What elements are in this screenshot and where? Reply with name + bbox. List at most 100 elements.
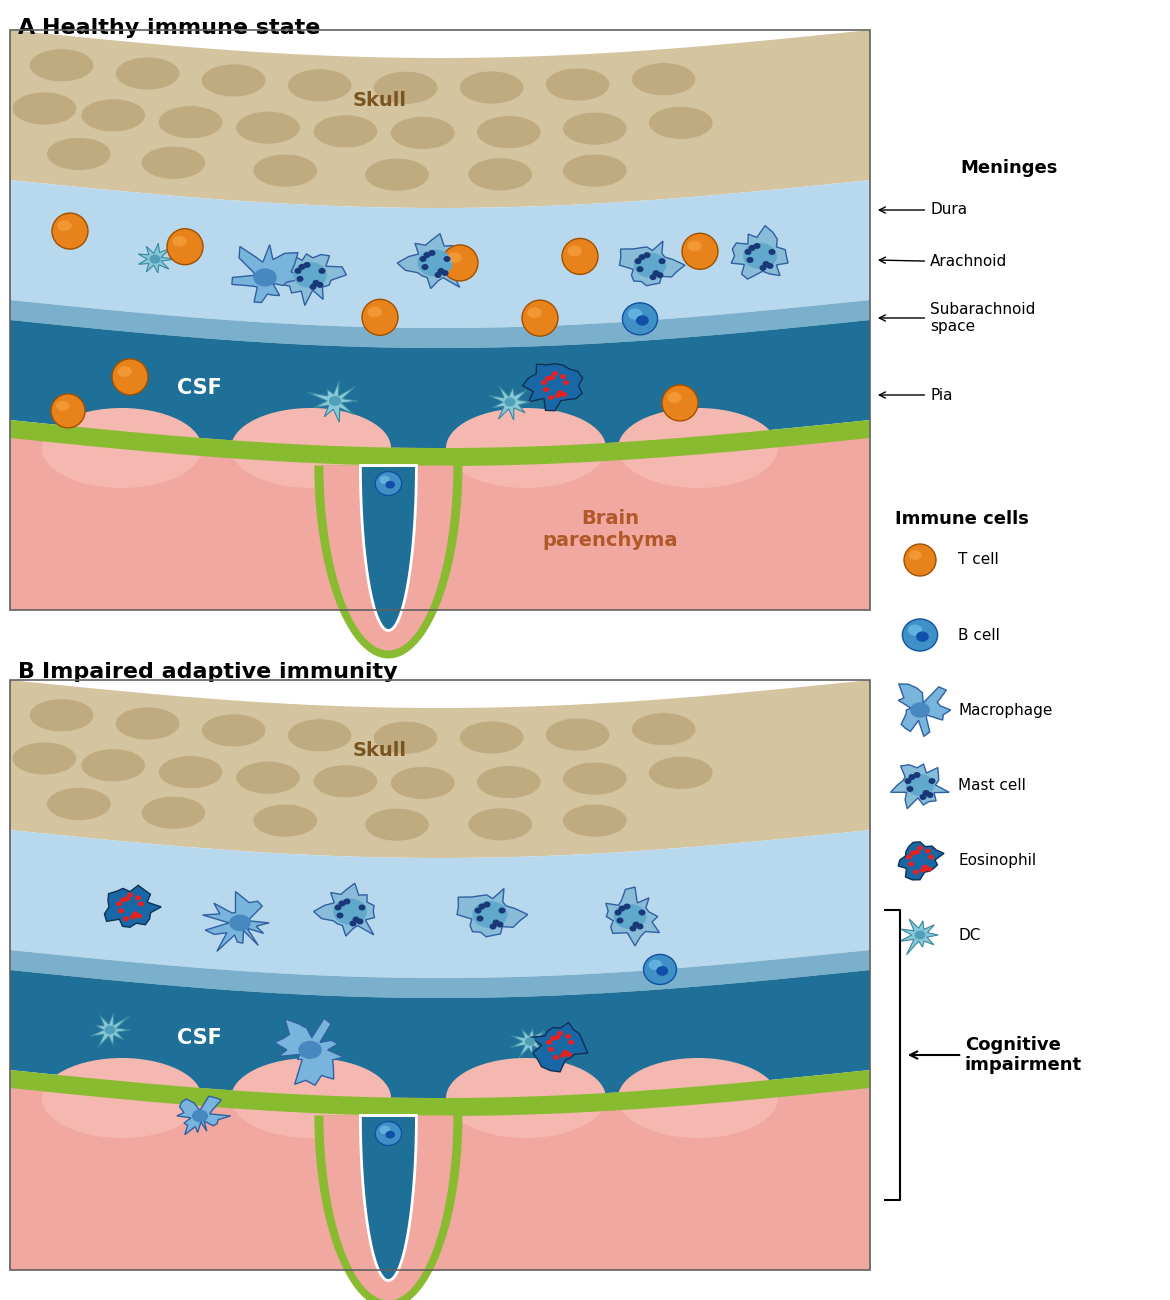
Ellipse shape	[230, 1058, 391, 1138]
Ellipse shape	[563, 762, 627, 796]
Ellipse shape	[906, 774, 935, 796]
Ellipse shape	[548, 395, 555, 400]
Ellipse shape	[498, 907, 505, 914]
Ellipse shape	[318, 268, 325, 274]
Ellipse shape	[562, 238, 598, 274]
Bar	[11, 680, 870, 1270]
Polygon shape	[899, 684, 951, 736]
Ellipse shape	[296, 276, 303, 282]
Ellipse shape	[29, 48, 94, 82]
Ellipse shape	[619, 906, 626, 911]
Ellipse shape	[759, 265, 766, 270]
Ellipse shape	[473, 901, 508, 928]
Ellipse shape	[379, 1126, 391, 1134]
Polygon shape	[11, 420, 870, 465]
Ellipse shape	[614, 910, 621, 915]
Ellipse shape	[563, 380, 569, 385]
Ellipse shape	[567, 246, 581, 256]
Ellipse shape	[235, 762, 301, 794]
Ellipse shape	[56, 400, 70, 411]
Ellipse shape	[489, 923, 496, 930]
Ellipse shape	[51, 394, 85, 428]
Ellipse shape	[385, 481, 395, 489]
Ellipse shape	[562, 1050, 567, 1054]
Ellipse shape	[644, 252, 651, 259]
Ellipse shape	[917, 845, 923, 850]
Text: Skull: Skull	[353, 741, 407, 759]
Ellipse shape	[434, 272, 441, 278]
Ellipse shape	[648, 757, 713, 789]
Polygon shape	[11, 970, 870, 1098]
Polygon shape	[457, 888, 528, 937]
Ellipse shape	[632, 62, 696, 96]
Ellipse shape	[201, 714, 266, 747]
Polygon shape	[11, 320, 870, 448]
Ellipse shape	[648, 107, 713, 139]
Polygon shape	[202, 892, 269, 952]
Ellipse shape	[528, 307, 542, 318]
Ellipse shape	[910, 850, 916, 855]
Text: DC: DC	[958, 927, 980, 942]
Ellipse shape	[288, 69, 352, 101]
Ellipse shape	[337, 913, 344, 919]
Ellipse shape	[560, 1053, 566, 1058]
Ellipse shape	[565, 1034, 571, 1039]
Ellipse shape	[172, 235, 187, 247]
Text: T cell: T cell	[958, 552, 999, 568]
Polygon shape	[104, 885, 161, 927]
Ellipse shape	[557, 1031, 563, 1036]
Ellipse shape	[12, 742, 77, 775]
Ellipse shape	[358, 905, 365, 910]
Ellipse shape	[545, 68, 610, 101]
Ellipse shape	[925, 849, 931, 854]
Polygon shape	[314, 883, 374, 936]
Polygon shape	[511, 1028, 551, 1057]
Ellipse shape	[543, 387, 549, 393]
Ellipse shape	[632, 712, 696, 746]
Ellipse shape	[476, 116, 541, 148]
Ellipse shape	[335, 905, 342, 910]
Ellipse shape	[333, 898, 367, 924]
Ellipse shape	[656, 272, 663, 278]
Ellipse shape	[904, 543, 936, 576]
Ellipse shape	[365, 159, 429, 191]
Ellipse shape	[124, 897, 130, 901]
Ellipse shape	[617, 918, 624, 923]
Polygon shape	[900, 919, 938, 954]
Ellipse shape	[121, 897, 126, 902]
Ellipse shape	[525, 1037, 535, 1045]
Ellipse shape	[443, 256, 450, 263]
Ellipse shape	[548, 1046, 555, 1052]
Polygon shape	[276, 254, 346, 306]
Polygon shape	[360, 1115, 417, 1280]
Ellipse shape	[229, 914, 250, 931]
Text: B cell: B cell	[958, 628, 1000, 642]
Polygon shape	[606, 887, 660, 946]
Ellipse shape	[235, 112, 301, 144]
Polygon shape	[530, 1023, 587, 1072]
Ellipse shape	[555, 1035, 560, 1040]
Ellipse shape	[634, 252, 666, 278]
Ellipse shape	[493, 919, 500, 926]
Polygon shape	[11, 829, 870, 978]
Ellipse shape	[420, 256, 427, 263]
Ellipse shape	[344, 898, 351, 905]
Ellipse shape	[295, 268, 302, 274]
Ellipse shape	[135, 896, 142, 901]
Text: B: B	[18, 662, 35, 683]
Ellipse shape	[167, 229, 204, 265]
Ellipse shape	[460, 722, 524, 754]
Text: Meninges: Meninges	[961, 159, 1058, 177]
Ellipse shape	[338, 901, 345, 906]
Ellipse shape	[116, 57, 180, 90]
Ellipse shape	[357, 919, 364, 924]
Ellipse shape	[438, 268, 445, 274]
Ellipse shape	[468, 807, 532, 841]
Ellipse shape	[42, 1058, 201, 1138]
Ellipse shape	[352, 916, 359, 923]
Ellipse shape	[662, 385, 698, 421]
Ellipse shape	[253, 805, 317, 837]
Ellipse shape	[112, 359, 147, 395]
Ellipse shape	[636, 266, 644, 272]
Ellipse shape	[634, 259, 641, 264]
